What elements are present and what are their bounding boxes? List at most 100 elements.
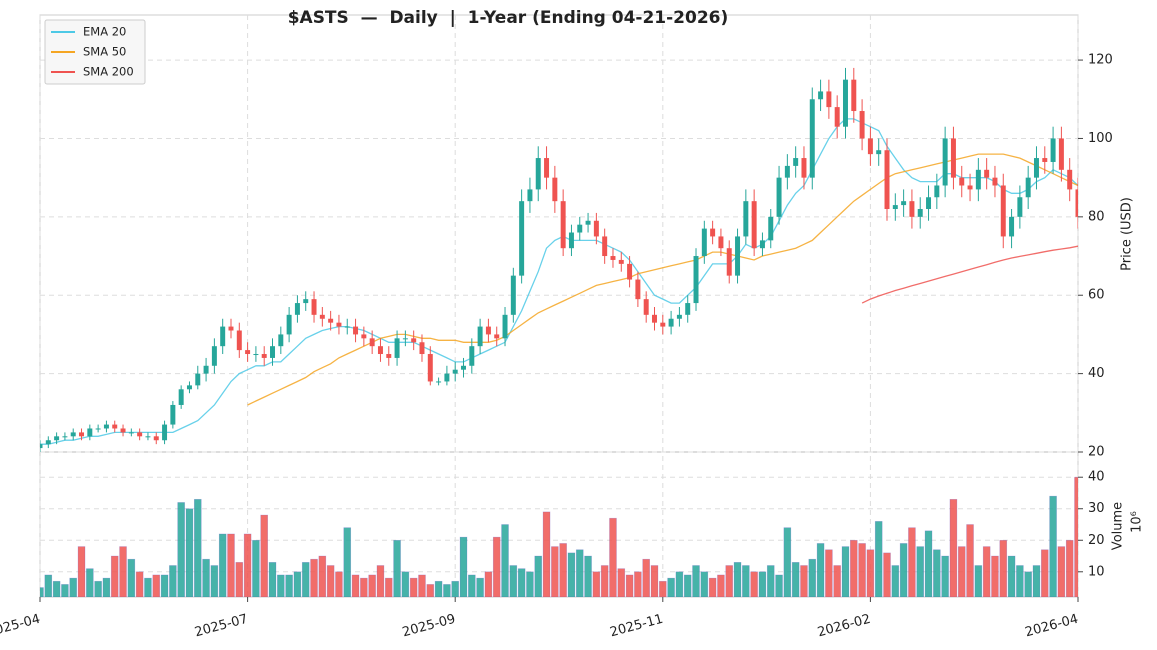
- candle-body: [178, 389, 184, 405]
- candle-body: [884, 150, 890, 210]
- volume-bar: [492, 536, 501, 597]
- volume-bar: [650, 565, 659, 597]
- volume-bar: [293, 571, 302, 597]
- candle-body: [909, 201, 915, 217]
- volume-bar: [227, 533, 235, 597]
- volume-bar: [152, 574, 161, 597]
- volume-bar: [600, 565, 609, 597]
- candle-body: [901, 201, 907, 206]
- volume-bar: [135, 571, 144, 597]
- candle-body: [751, 201, 757, 249]
- volume-bar: [102, 577, 111, 597]
- volume-bar: [758, 571, 767, 597]
- candle-body: [469, 346, 475, 366]
- volume-bar: [434, 580, 443, 597]
- y2-tick-label: 20: [1088, 533, 1105, 548]
- y-tick-label: 100: [1088, 131, 1113, 146]
- volume-bar: [874, 521, 883, 597]
- candle-body: [54, 436, 60, 441]
- candle-body: [876, 150, 882, 155]
- volume-bar: [808, 558, 817, 597]
- ma-line: [861, 245, 1078, 304]
- candle-body: [743, 201, 749, 237]
- volume-bar: [235, 562, 244, 597]
- candle-body: [652, 314, 657, 323]
- volume-bar: [1016, 565, 1024, 597]
- volume-bar: [933, 549, 941, 597]
- volume-bar: [1024, 571, 1032, 597]
- volume-bar: [409, 577, 418, 597]
- legend-label: SMA 200: [83, 65, 134, 79]
- volume-bar: [634, 571, 642, 597]
- candle-body: [818, 91, 824, 100]
- volume-bar: [44, 574, 53, 597]
- candle-body: [377, 346, 383, 355]
- candle-body: [162, 424, 168, 441]
- candle-body: [984, 169, 990, 178]
- candle-body: [735, 236, 741, 276]
- candle-body: [602, 236, 608, 257]
- candle-body: [145, 436, 151, 438]
- volume-bar: [708, 577, 717, 597]
- volume-bar: [1074, 476, 1078, 597]
- x-tick-label: 2026-04: [1024, 612, 1080, 641]
- volume-bar: [335, 571, 343, 597]
- candle-body: [618, 259, 624, 264]
- candle-body: [103, 424, 109, 429]
- candle-body: [942, 138, 948, 186]
- candle-body: [353, 326, 359, 335]
- volume-bar: [891, 565, 900, 597]
- volume-bar: [982, 546, 991, 597]
- candle-body: [693, 256, 699, 304]
- volume-bar: [468, 574, 476, 597]
- volume-bar: [501, 524, 509, 597]
- volume-bar: [592, 571, 601, 597]
- candle-body: [79, 432, 85, 437]
- volume-bar: [609, 517, 617, 597]
- candle-body: [402, 338, 408, 340]
- candle-body: [236, 330, 242, 351]
- volume-bar: [443, 584, 451, 597]
- candle-body: [228, 326, 234, 331]
- volume-bar: [1049, 495, 1057, 597]
- candle-body: [452, 369, 458, 374]
- candle-body: [1042, 158, 1048, 162]
- candle-body: [386, 354, 392, 358]
- candle-body: [270, 346, 276, 358]
- candle-body: [759, 240, 765, 249]
- volume-bar: [750, 571, 758, 597]
- candle-body: [527, 189, 533, 202]
- candle-body: [585, 220, 591, 225]
- volume-bar: [218, 533, 227, 597]
- volume-bar: [816, 543, 825, 597]
- candle-body: [45, 440, 51, 445]
- candle-body: [768, 216, 774, 241]
- volume-bar: [285, 574, 293, 597]
- volume-bar: [185, 508, 194, 597]
- volume-bar: [775, 574, 783, 597]
- volume-bar: [94, 580, 102, 597]
- volume-bar: [476, 577, 484, 597]
- volume-bar: [949, 498, 958, 597]
- volume-bar: [277, 574, 285, 597]
- candle-body: [967, 185, 973, 190]
- volume-bar: [916, 546, 925, 597]
- ma-line: [247, 153, 1078, 406]
- candle-body: [311, 299, 317, 315]
- volume-bar: [343, 527, 352, 597]
- candle-body: [344, 326, 350, 328]
- candle-body: [485, 326, 491, 335]
- volume-bar: [509, 565, 518, 597]
- volume-bar: [551, 546, 559, 597]
- volume-bar: [310, 558, 318, 597]
- candle-body: [112, 424, 118, 429]
- volume-bar: [733, 562, 742, 597]
- candle-body: [643, 299, 649, 315]
- volume-bar: [210, 565, 219, 597]
- candle-body: [444, 373, 450, 382]
- volume-bar: [393, 539, 401, 597]
- candle-body: [40, 444, 43, 449]
- candle-body: [245, 350, 251, 355]
- volume-bar: [326, 565, 335, 597]
- candle-body: [1025, 177, 1031, 198]
